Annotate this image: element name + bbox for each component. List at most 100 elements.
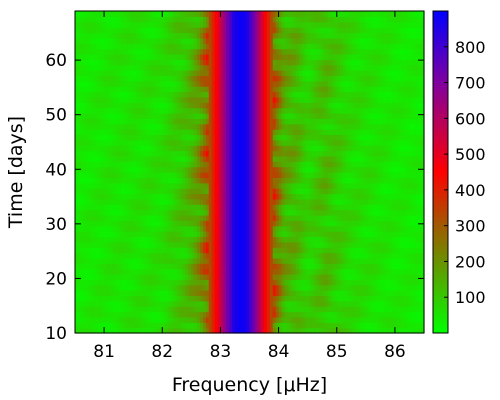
heatmap-cell [234,327,239,334]
heatmap-cell [112,295,117,302]
heatmap-cell [237,236,242,243]
heatmap-cell [322,123,326,130]
heatmap-cell [89,129,94,136]
heatmap-cell [336,145,341,152]
heatmap-cell [229,129,233,136]
heatmap-cell [168,188,172,195]
heatmap-cell [229,263,233,270]
heatmap-cell [406,327,411,334]
heatmap-cell [330,220,335,227]
heatmap-cell [168,311,172,318]
heatmap-cell [162,290,166,297]
heatmap-cell [421,236,425,243]
heatmap-cell [75,150,79,157]
heatmap-cell [200,300,204,307]
heatmap-cell [147,257,152,264]
heatmap-cell [252,279,256,286]
heatmap-cell [383,139,387,146]
heatmap-cell [400,284,405,291]
heatmap-cell [208,177,213,184]
heatmap-cell [354,204,358,211]
heatmap-cell [293,204,297,211]
heatmap-cell [200,193,204,200]
heatmap-cell [296,214,300,221]
heatmap-cell [298,279,303,286]
heatmap-cell [229,161,233,168]
heatmap-cell [406,166,411,173]
heatmap-cell [237,198,242,205]
heatmap-cell [121,295,126,302]
heatmap-cell [80,198,85,205]
heatmap-cell [290,188,294,195]
heatmap-cell [322,134,326,141]
heatmap-cell [170,316,175,323]
heatmap-cell [409,257,413,264]
heatmap-cell [310,327,315,334]
heatmap-cell [313,188,317,195]
heatmap-cell [261,155,265,162]
heatmap-cell [249,161,254,168]
heatmap-cell [258,284,262,291]
heatmap-cell [176,107,181,114]
heatmap-cell [284,300,288,307]
heatmap-cell [185,273,190,280]
heatmap-cell [328,306,332,313]
heatmap-cell [296,316,300,323]
heatmap-cell [77,129,82,136]
heatmap-cell [153,316,158,323]
heatmap-cell [229,231,233,237]
heatmap-cell [202,118,207,125]
heatmap-cell [153,198,158,205]
heatmap-cell [287,252,291,259]
heatmap-cell [136,311,140,318]
heatmap-cell [415,198,419,205]
heatmap-cell [115,220,120,227]
heatmap-cell [354,214,358,221]
heatmap-cell [153,306,158,313]
heatmap-cell [83,247,88,254]
heatmap-cell [130,134,134,141]
heatmap-cell [188,241,192,248]
heatmap-cell [185,166,190,173]
heatmap-cell [243,155,248,162]
heatmap-cell [136,177,140,184]
heatmap-cell [98,252,102,259]
heatmap-cell [89,279,94,286]
heatmap-cell [147,209,152,216]
heatmap-cell [310,316,315,323]
heatmap-cell [301,241,306,248]
heatmap-cell [365,129,370,136]
heatmap-cell [397,193,402,200]
heatmap-cell [307,241,312,248]
heatmap-cell [333,284,338,291]
heatmap-cell [394,279,399,286]
heatmap-cell [249,139,254,146]
heatmap-cell [144,236,149,243]
heatmap-cell [211,306,216,313]
heatmap-cell [106,145,111,152]
heatmap-cell [316,177,320,184]
heatmap-cell [415,209,419,216]
heatmap-cell [246,252,251,259]
heatmap-cell [197,112,201,119]
heatmap-cell [307,300,312,307]
heatmap-cell [104,145,108,152]
heatmap-cell [342,295,347,302]
heatmap-cell [229,198,233,205]
heatmap-cell [281,263,285,270]
heatmap-cell [150,290,155,297]
heatmap-cell [182,123,187,130]
heatmap-cell [173,193,178,200]
heatmap-cell [232,300,236,307]
heatmap-cell [173,231,178,237]
heatmap-cell [101,123,105,130]
heatmap-cell [272,295,277,302]
heatmap-cell [284,220,288,227]
heatmap-cell [368,198,373,205]
heatmap-cell [255,182,259,189]
heatmap-cell [415,139,419,146]
heatmap-cell [243,198,248,205]
heatmap-cell [83,112,88,119]
heatmap-cell [200,145,204,152]
heatmap-cell [409,300,413,307]
